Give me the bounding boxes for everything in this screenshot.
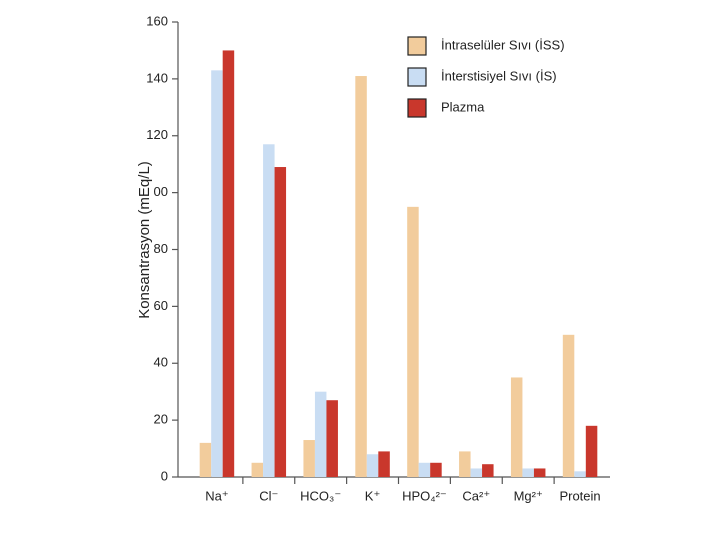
legend-swatch — [407, 98, 427, 118]
bar — [459, 451, 471, 477]
bar — [314, 391, 327, 477]
bar — [562, 334, 575, 477]
bar — [418, 462, 431, 477]
x-tick-label: Mg²⁺ — [514, 488, 543, 503]
bar — [585, 425, 598, 477]
y-tick-label: 140 — [146, 70, 168, 85]
y-tick-label: 40 — [154, 355, 168, 370]
bar — [510, 377, 523, 477]
x-tick-label: HPO₄²⁻ — [402, 488, 447, 503]
bar — [303, 440, 315, 477]
y-axis-label: Konsantrasyon (mEq/L) — [136, 161, 153, 319]
bar — [470, 468, 483, 477]
x-tick-label: HCO₃⁻ — [300, 488, 341, 503]
x-tick-label: Protein — [559, 488, 600, 503]
bar — [407, 206, 419, 477]
y-tick-label: 0 — [161, 468, 168, 483]
bar — [522, 468, 534, 477]
y-tick-label: 160 — [146, 13, 168, 28]
legend-label: İnterstisiyel Sıvı (İS) — [441, 68, 557, 83]
bar — [430, 462, 442, 477]
bar — [574, 471, 586, 477]
legend-label: İntraselüler Sıvı (İSS) — [441, 37, 565, 52]
bar — [378, 451, 390, 477]
y-tick-label: 20 — [154, 412, 168, 427]
x-tick-label: Cl⁻ — [259, 488, 278, 503]
legend-label: Plazma — [441, 99, 485, 114]
y-tick-label: 80 — [154, 241, 168, 256]
x-tick-label: Na⁺ — [205, 488, 228, 503]
bar — [199, 442, 212, 477]
bar — [366, 454, 379, 477]
bar — [222, 50, 235, 477]
y-tick-label: 120 — [146, 127, 168, 142]
x-tick-label: Ca²⁺ — [462, 488, 490, 503]
bar — [263, 144, 275, 477]
bar — [251, 462, 264, 477]
bar — [533, 468, 546, 477]
bar — [482, 464, 494, 477]
bar — [355, 76, 367, 477]
legend-swatch — [407, 67, 427, 87]
bar — [211, 70, 223, 477]
bar — [274, 167, 287, 477]
bar — [326, 400, 338, 477]
x-tick-label: K⁺ — [365, 488, 381, 503]
legend-swatch — [407, 36, 427, 56]
y-tick-label: 00 — [154, 184, 168, 199]
y-tick-label: 60 — [154, 298, 168, 313]
